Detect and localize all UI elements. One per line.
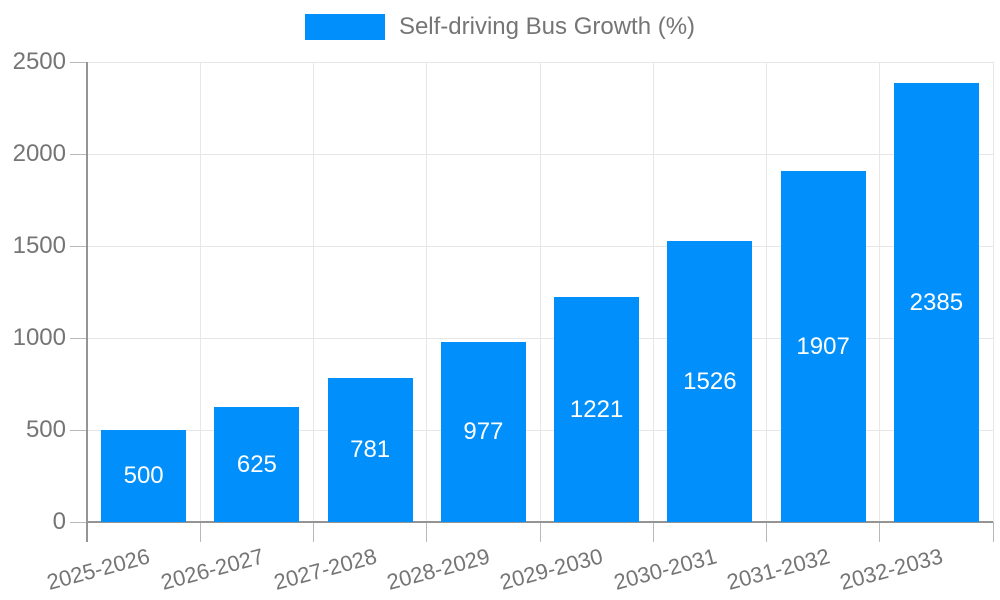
x-axis-label: 2030-2031 bbox=[610, 543, 719, 595]
bar-value-label: 977 bbox=[463, 418, 504, 446]
bar[interactable] bbox=[554, 297, 640, 522]
y-axis-label: 1500 bbox=[12, 232, 66, 259]
legend-label: Self-driving Bus Growth (%) bbox=[398, 13, 696, 40]
x-axis-tick bbox=[539, 522, 541, 542]
y-axis-tick bbox=[70, 521, 87, 523]
x-axis-label: 2027-2028 bbox=[271, 543, 380, 595]
bar[interactable] bbox=[214, 407, 300, 522]
y-axis-label: 2000 bbox=[12, 140, 66, 167]
x-axis-tick bbox=[992, 522, 994, 542]
bar[interactable] bbox=[440, 342, 526, 522]
bar-value-label: 625 bbox=[236, 450, 277, 478]
x-axis-tick bbox=[199, 522, 201, 542]
x-axis-label: 2029-2030 bbox=[497, 543, 606, 595]
x-gridline bbox=[426, 62, 428, 522]
x-axis-label: 2031-2032 bbox=[724, 543, 833, 595]
x-axis-tick bbox=[879, 522, 881, 542]
y-axis-label: 1000 bbox=[12, 324, 66, 351]
x-axis-label: 2026-2027 bbox=[157, 543, 266, 595]
x-gridline bbox=[652, 62, 654, 522]
bar[interactable] bbox=[780, 171, 866, 522]
y-axis-tick bbox=[70, 429, 87, 431]
bar-value-label: 2385 bbox=[909, 288, 964, 316]
y-axis-tick bbox=[70, 153, 87, 155]
bar[interactable] bbox=[667, 241, 753, 522]
y-axis-label: 2500 bbox=[12, 48, 66, 75]
legend-item[interactable]: Self-driving Bus Growth (%) bbox=[0, 14, 1000, 40]
x-axis-label: 2028-2029 bbox=[384, 543, 493, 595]
bar-value-label: 1526 bbox=[683, 367, 737, 395]
y-axis-line bbox=[86, 62, 88, 542]
bar-value-label: 781 bbox=[350, 436, 391, 464]
x-axis-label: 2025-2026 bbox=[44, 543, 153, 595]
bar[interactable] bbox=[327, 378, 413, 522]
bar[interactable] bbox=[101, 430, 187, 522]
x-axis-label: 2032-2033 bbox=[837, 543, 946, 595]
y-axis-tick bbox=[70, 61, 87, 63]
bar-value-label: 500 bbox=[123, 462, 164, 489]
x-axis-tick bbox=[426, 522, 428, 542]
x-gridline bbox=[766, 62, 767, 522]
x-axis-tick bbox=[766, 522, 767, 542]
y-axis-label: 500 bbox=[25, 416, 66, 443]
x-gridline bbox=[539, 62, 541, 522]
bar-value-label: 1907 bbox=[796, 332, 850, 360]
x-gridline bbox=[879, 62, 881, 522]
x-axis-line bbox=[87, 521, 993, 523]
x-gridline bbox=[199, 62, 201, 522]
x-axis-tick bbox=[313, 522, 314, 542]
y-axis-tick bbox=[70, 337, 87, 339]
y-axis-label: 0 bbox=[52, 508, 66, 535]
bar-value-label: 1221 bbox=[569, 395, 624, 423]
bar[interactable] bbox=[893, 83, 979, 522]
x-gridline bbox=[313, 62, 314, 522]
legend-swatch-icon bbox=[304, 14, 385, 40]
x-gridline bbox=[992, 62, 994, 522]
x-axis-tick bbox=[652, 522, 654, 542]
y-axis-tick bbox=[70, 245, 87, 247]
